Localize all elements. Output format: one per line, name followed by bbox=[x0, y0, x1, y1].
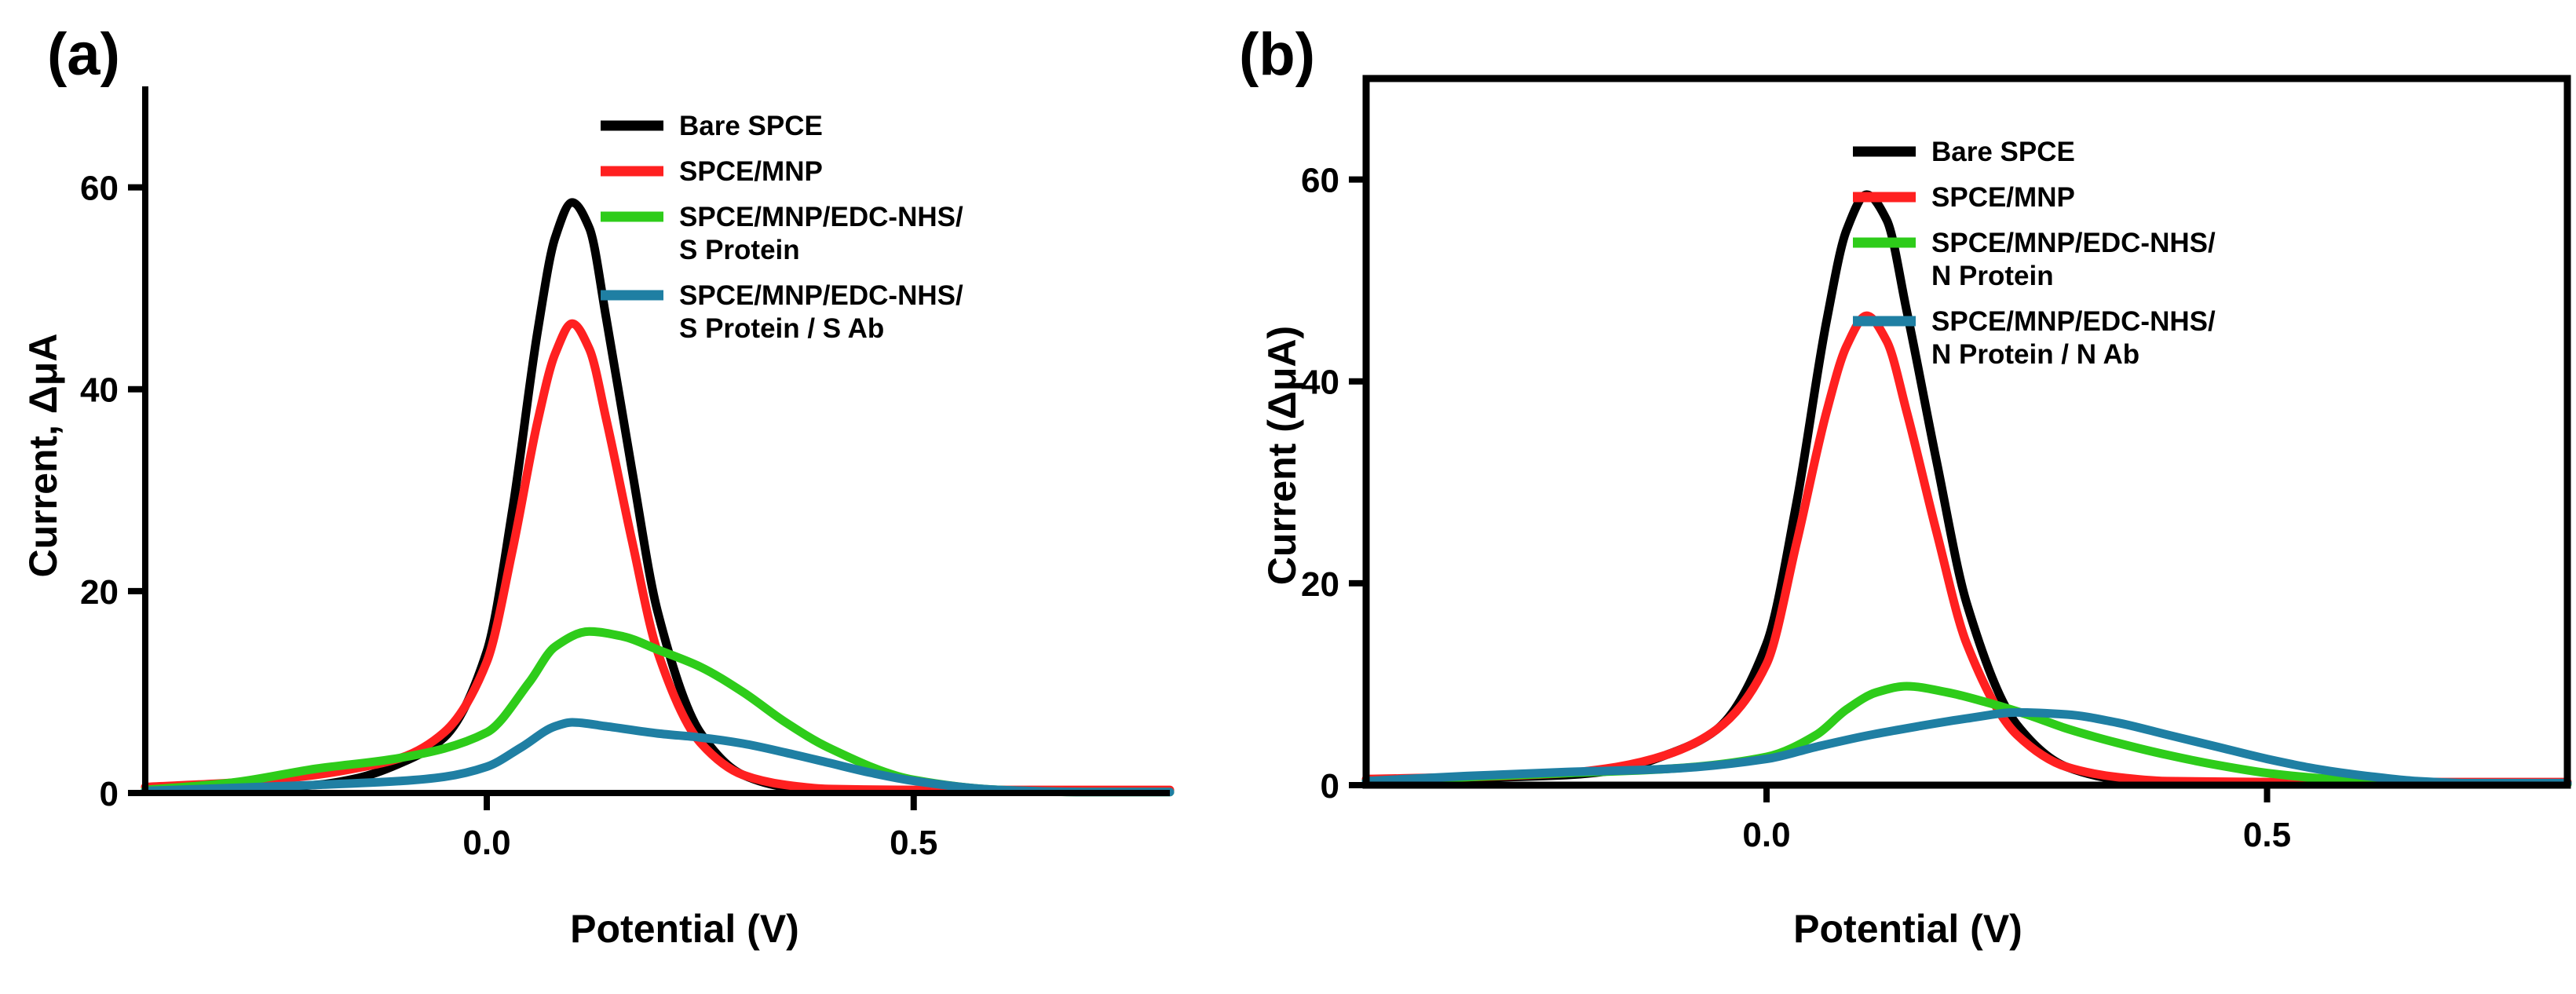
legend-label-b-4-2: N Protein / N Ab bbox=[1931, 339, 2139, 370]
panel-label-b: (b) bbox=[1239, 21, 1315, 88]
legend-label-a-2-1: SPCE/MNP bbox=[679, 156, 823, 187]
legend-item-a-2: SPCE/MNP bbox=[601, 156, 823, 187]
legend-label-b-2-1: SPCE/MNP bbox=[1931, 182, 2075, 213]
x-tick-label-a-1: 0.5 bbox=[890, 824, 937, 862]
chart-panel-b: (b) Current (ΔμA) Potential (V) Bare SPC… bbox=[1239, 21, 2572, 951]
legend-item-b-1: Bare SPCE bbox=[1853, 137, 2075, 167]
legend-label-a-4-2: S Protein / S Ab bbox=[679, 313, 884, 344]
legend-item-a-4: SPCE/MNP/EDC-NHS/S Protein / S Ab bbox=[601, 280, 963, 344]
legend-label-a-4-1: SPCE/MNP/EDC-NHS/ bbox=[679, 280, 963, 311]
legend-label-a-3-1: SPCE/MNP/EDC-NHS/ bbox=[679, 202, 963, 232]
plot-frame-b bbox=[1362, 75, 2571, 789]
legend-label-b-1-1: Bare SPCE bbox=[1931, 137, 2075, 167]
x-tick-label-b-0: 0.0 bbox=[1742, 816, 1790, 854]
panel-label-a: (a) bbox=[47, 21, 120, 88]
y-tick-label-a-2: 40 bbox=[80, 371, 119, 410]
y-tick-label-a-1: 20 bbox=[80, 573, 119, 612]
legend-label-b-3-1: SPCE/MNP/EDC-NHS/ bbox=[1931, 228, 2216, 258]
legend-item-b-4: SPCE/MNP/EDC-NHS/N Protein / N Ab bbox=[1853, 306, 2216, 370]
y-tick-label-a-3: 60 bbox=[80, 170, 119, 208]
x-tick-label-b-1: 0.5 bbox=[2243, 816, 2291, 854]
series-line-b-4 bbox=[1361, 707, 2572, 788]
legend-item-a-1: Bare SPCE bbox=[601, 111, 823, 141]
chart-panel-a: (a) Current, ΔμA Potential (V) Bare SPCE… bbox=[21, 21, 1175, 951]
y-tick-label-b-3: 60 bbox=[1301, 162, 1339, 200]
series-line-a-2 bbox=[141, 319, 1175, 795]
series-line-a-4 bbox=[141, 718, 1175, 797]
y-axis-title-b: Current (ΔμA) bbox=[1260, 326, 1304, 585]
y-axis-title-a: Current, ΔμA bbox=[21, 334, 65, 578]
x-axis-title-b: Potential (V) bbox=[1793, 907, 2022, 951]
legend-a: Bare SPCE SPCE/MNP SPCE/MNP/EDC-NHS/S Prot… bbox=[601, 111, 963, 344]
series-line-b-2 bbox=[1361, 311, 2572, 787]
legend-label-a-1-1: Bare SPCE bbox=[679, 111, 823, 141]
y-tick-label-b-2: 40 bbox=[1301, 364, 1339, 402]
y-tick-label-a-0: 0 bbox=[100, 775, 119, 813]
y-tick-label-b-1: 20 bbox=[1301, 565, 1339, 604]
legend-item-b-2: SPCE/MNP bbox=[1853, 182, 2075, 213]
legend-label-b-3-2: N Protein bbox=[1931, 261, 2054, 291]
x-axis-title-a: Potential (V) bbox=[570, 907, 799, 951]
series-group-a bbox=[141, 198, 1175, 797]
x-tick-label-a-0: 0.0 bbox=[462, 824, 510, 862]
legend-label-b-4-1: SPCE/MNP/EDC-NHS/ bbox=[1931, 306, 2216, 337]
legend-item-b-3: SPCE/MNP/EDC-NHS/N Protein bbox=[1853, 228, 2216, 291]
legend-label-a-3-2: S Protein bbox=[679, 235, 800, 265]
legend-b: Bare SPCE SPCE/MNP SPCE/MNP/EDC-NHS/N Prot… bbox=[1853, 137, 2216, 370]
y-tick-label-b-0: 0 bbox=[1321, 767, 1339, 806]
legend-item-a-3: SPCE/MNP/EDC-NHS/S Protein bbox=[601, 202, 963, 265]
